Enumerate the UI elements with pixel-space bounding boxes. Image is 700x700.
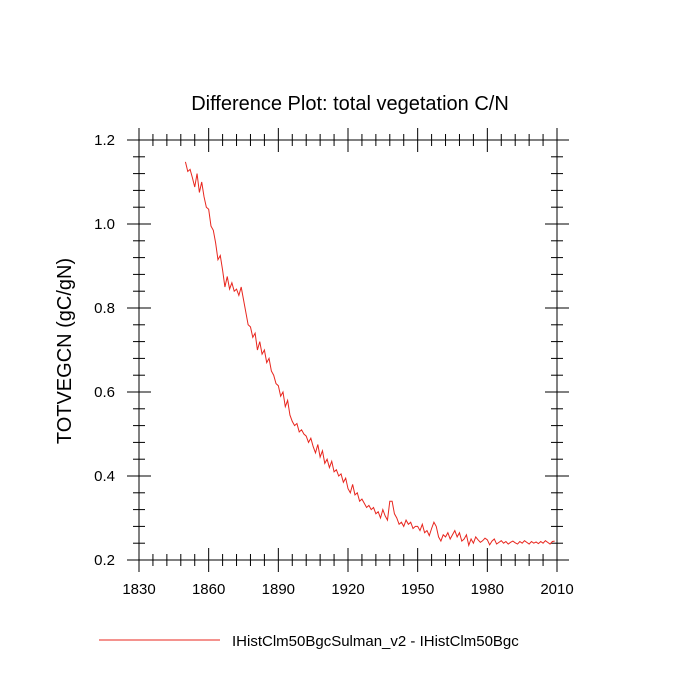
x-tick-labels: 1830 1860 1890 1920 1950 1980 2010 <box>122 581 573 598</box>
x-tick-label: 1860 <box>192 581 225 598</box>
x-tick-label: 1920 <box>331 581 364 598</box>
y-tick-label: 0.6 <box>94 384 115 401</box>
plot-frame <box>138 139 558 561</box>
y-tick-label: 0.4 <box>94 468 115 485</box>
chart-title: Difference Plot: total vegetation C/N <box>191 93 509 115</box>
legend-label: IHistClm50BgcSulman_v2 - IHistClm50Bgc <box>232 633 519 650</box>
y-tick-labels: 0.2 0.4 0.6 0.8 1.0 1.2 <box>94 132 115 569</box>
y-tick-label: 1.2 <box>94 132 115 149</box>
y-tick-label: 1.0 <box>94 216 115 233</box>
x-tick-label: 1830 <box>122 581 155 598</box>
y-tick-label: 0.8 <box>94 300 115 317</box>
series-line-sulman-minus-bgc <box>184 161 555 548</box>
legend: IHistClm50BgcSulman_v2 - IHistClm50Bgc <box>99 633 519 650</box>
x-tick-label: 2010 <box>540 581 573 598</box>
x-tick-label: 1890 <box>262 581 295 598</box>
y-axis-label: TOTVEGCN (gC/gN) <box>54 258 76 444</box>
y-tick-label: 0.2 <box>94 552 115 569</box>
x-tick-label: 1950 <box>401 581 434 598</box>
x-tick-label: 1980 <box>471 581 504 598</box>
major-ticks <box>127 128 569 572</box>
minor-ticks <box>133 134 563 566</box>
